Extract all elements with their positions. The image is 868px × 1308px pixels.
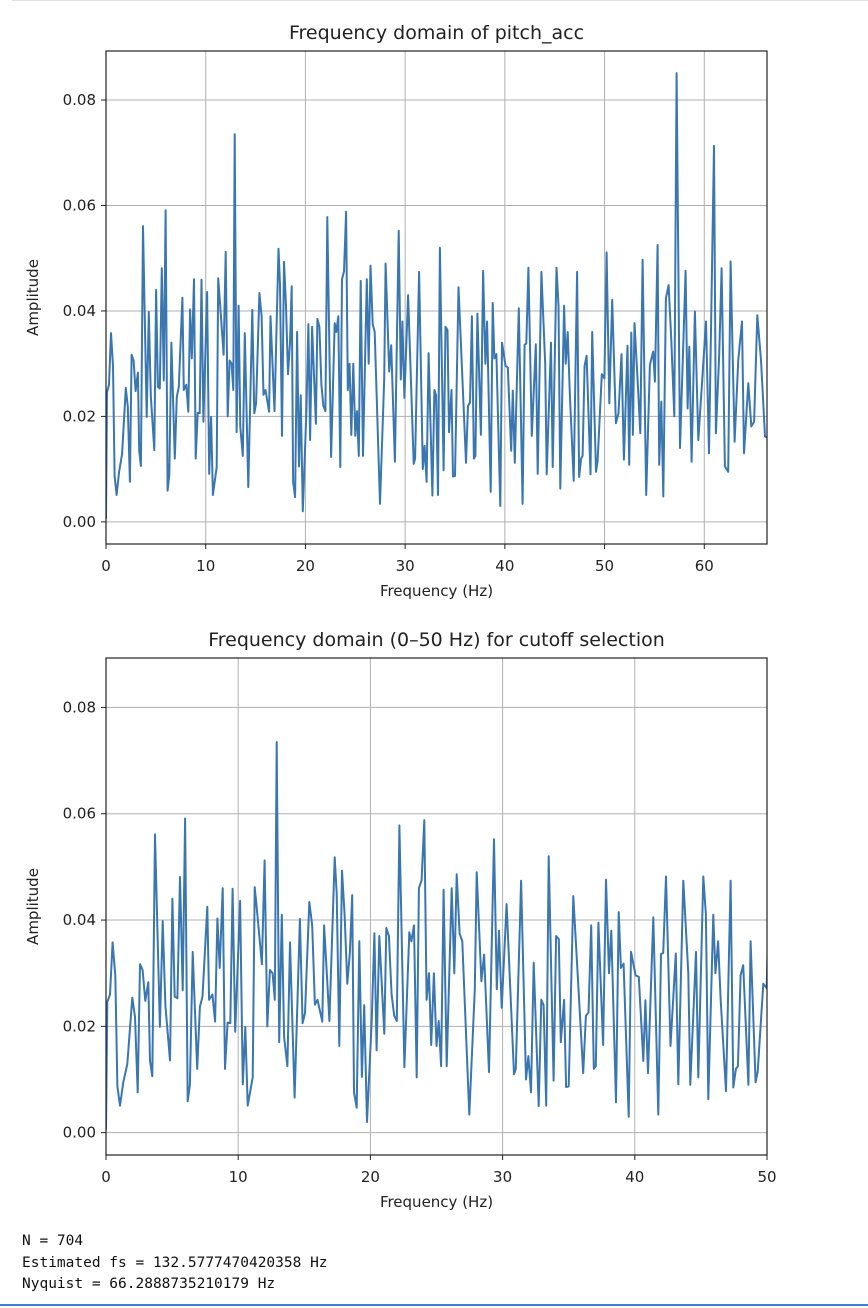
x-tick-label: 40 [625, 1168, 644, 1186]
x-tick-label: 20 [361, 1168, 380, 1186]
chart-title: Frequency domain of pitch_acc [289, 22, 584, 44]
x-tick-label: 20 [296, 557, 315, 575]
y-tick-label: 0.02 [63, 407, 96, 425]
x-tick-label: 10 [196, 557, 215, 575]
y-tick-label: 0.00 [63, 513, 96, 531]
axes-frame [105, 50, 768, 545]
chart-2: 0 10 20 30 40 50 0.00 0.02 0.04 0.06 0.08 Frequency… [24, 629, 777, 1211]
y-tick-label: 0.00 [63, 1124, 96, 1142]
cell-border [12, 0, 868, 1]
output-line-nyquist: Nyquist = 66.2888735210179 Hz [22, 1276, 276, 1292]
y-axis-label: Amplitude [24, 868, 42, 945]
x-tick-label: 0 [101, 557, 111, 575]
y-tick-label: 0.04 [63, 911, 96, 929]
spectrum-line [106, 72, 767, 519]
cell-output: N = 704 Estimated fs = 132.5777470420358 … [22, 1231, 328, 1296]
y-tick-label: 0.02 [63, 1017, 96, 1035]
y-axis-label: Amplitude [24, 259, 42, 336]
x-tick-label: 30 [396, 557, 415, 575]
y-tick-label: 0.08 [63, 91, 96, 109]
chart-1: 0 10 20 30 40 50 60 0.00 0.02 0.04 0.06 0.08 Frequen… [24, 22, 768, 600]
spectrum-line [106, 741, 767, 1130]
chart-title: Frequency domain (0–50 Hz) for cutoff se… [208, 629, 665, 651]
x-tick-label: 60 [695, 557, 714, 575]
y-tick-label: 0.08 [63, 698, 96, 716]
x-tick-label: 0 [101, 1168, 111, 1186]
x-tick-label: 10 [229, 1168, 248, 1186]
x-tick-label: 30 [493, 1168, 512, 1186]
y-tick-label: 0.06 [63, 805, 96, 823]
y-tick-label: 0.04 [63, 302, 96, 320]
x-axis-label: Frequency (Hz) [380, 1193, 493, 1211]
output-line-n: N = 704 [22, 1233, 84, 1249]
x-tick-label: 50 [757, 1168, 776, 1186]
y-tick-label: 0.06 [63, 196, 96, 214]
x-tick-label: 40 [495, 557, 514, 575]
cell-focus-border [0, 1304, 868, 1306]
axes-frame [105, 657, 768, 1156]
figure: 0 10 20 30 40 50 60 0.00 0.02 0.04 0.06 0.08 Frequen… [24, 22, 777, 1211]
x-tick-label: 50 [595, 557, 614, 575]
output-line-fs: Estimated fs = 132.5777470420358 Hz [22, 1254, 328, 1271]
x-axis-label: Frequency (Hz) [380, 582, 493, 600]
